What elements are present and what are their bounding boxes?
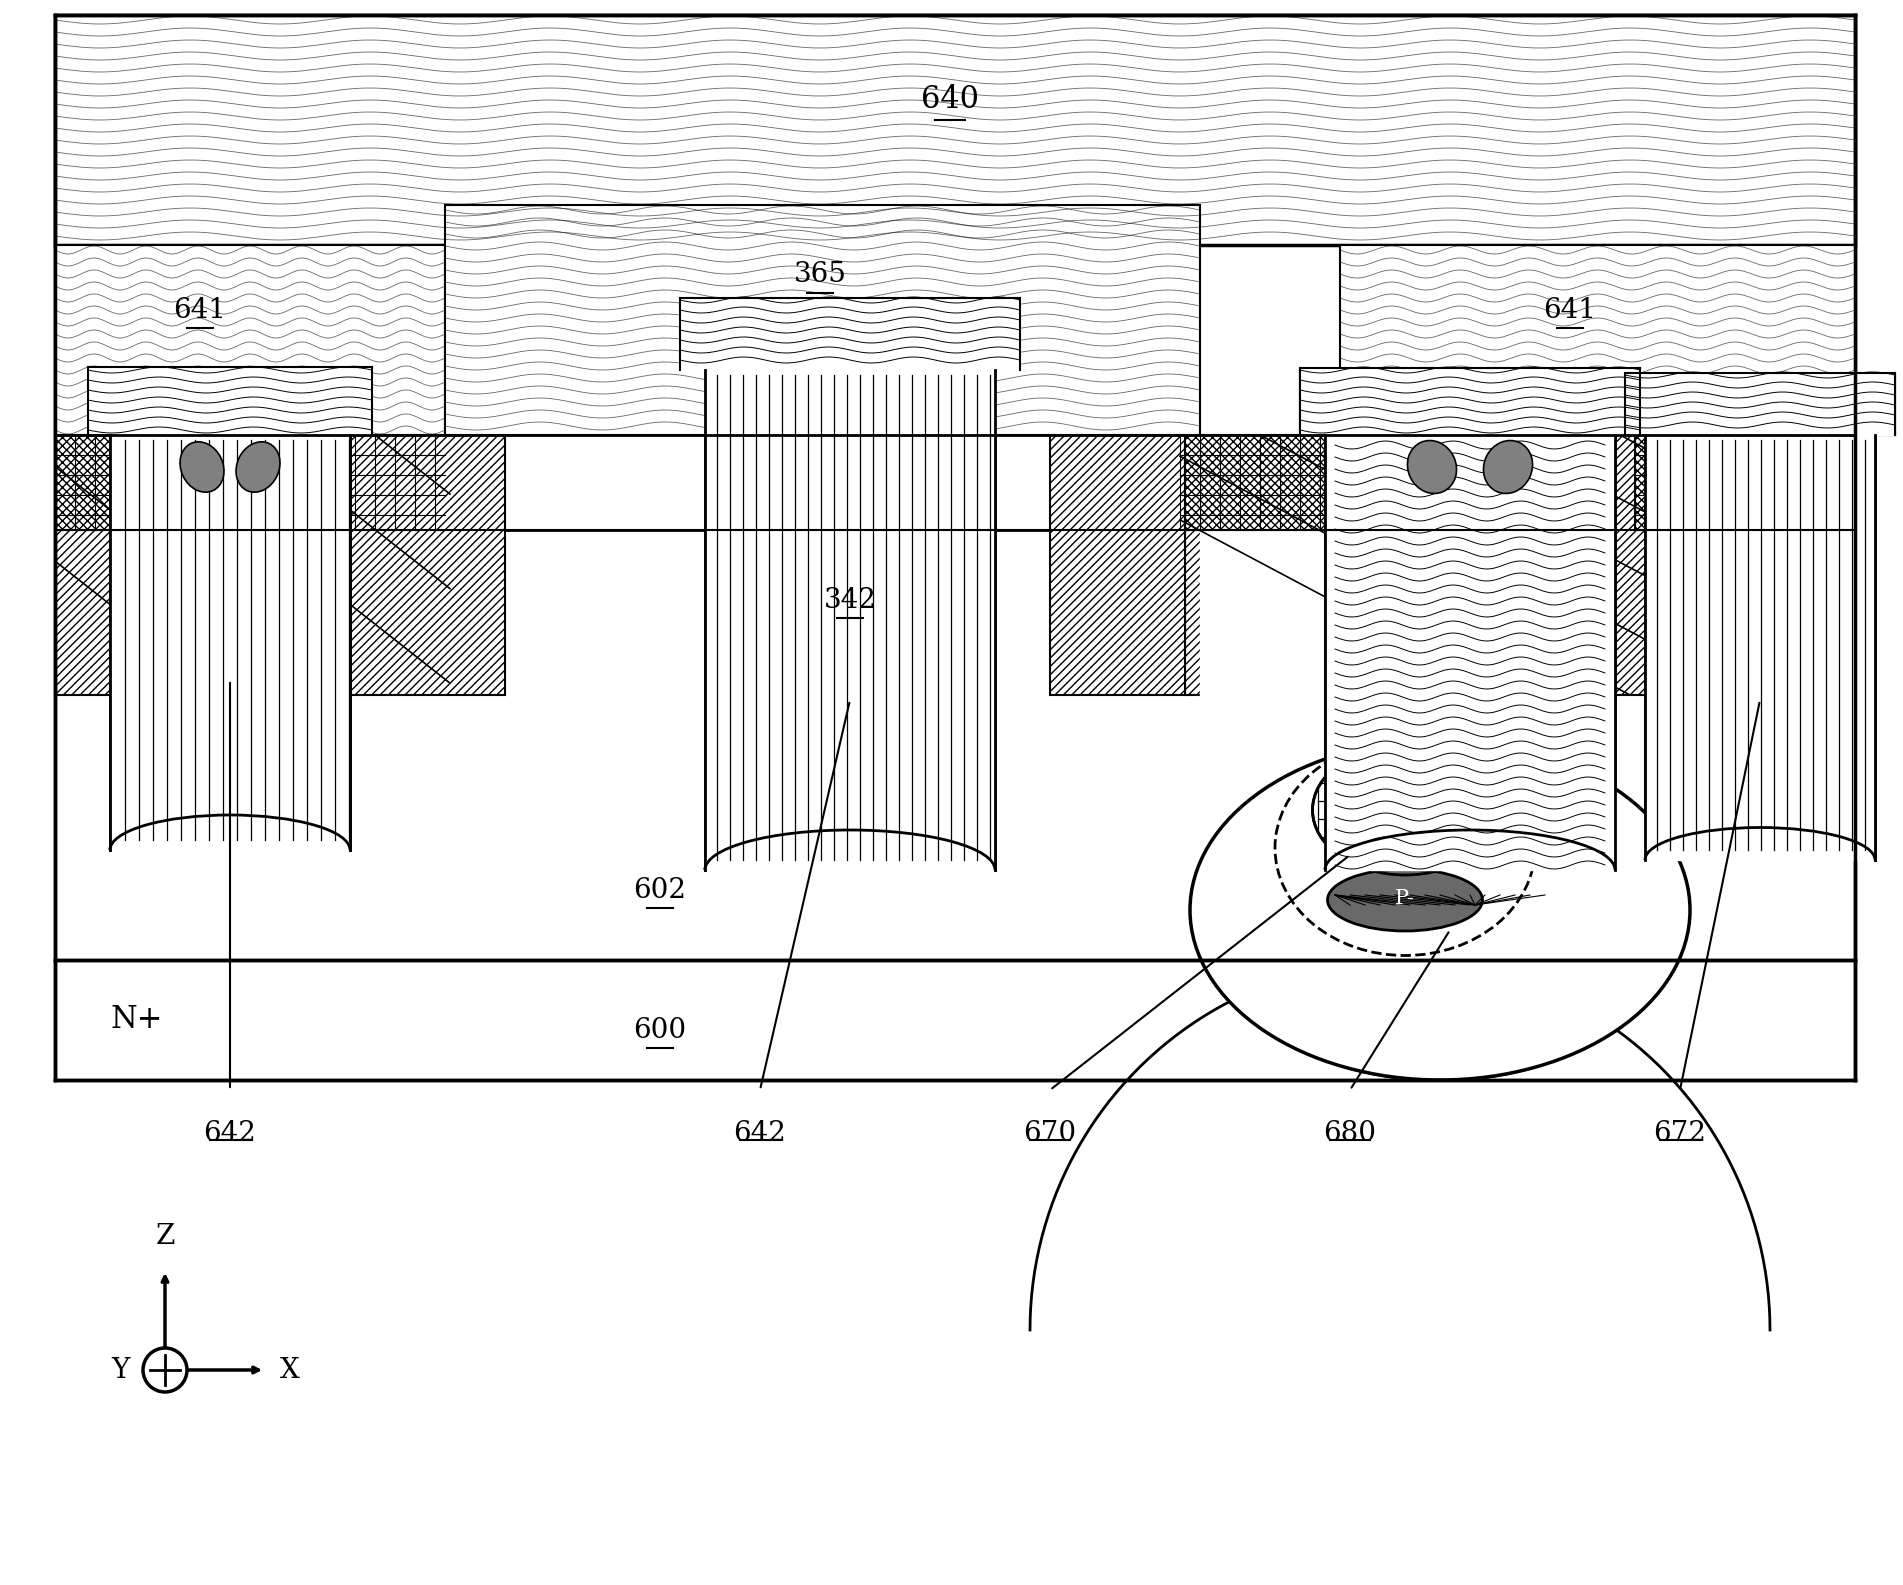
Bar bbox=[55, 14, 1855, 246]
Bar bbox=[126, 450, 335, 835]
Bar bbox=[55, 434, 504, 694]
Bar bbox=[55, 246, 445, 434]
Bar bbox=[1349, 239, 1855, 434]
Ellipse shape bbox=[1484, 441, 1532, 493]
Bar bbox=[55, 434, 276, 529]
Text: 672: 672 bbox=[1654, 1121, 1707, 1148]
Bar bbox=[455, 200, 1189, 434]
Bar bbox=[1349, 239, 1855, 434]
Bar bbox=[455, 200, 1189, 434]
Text: 642: 642 bbox=[204, 1121, 257, 1148]
Bar bbox=[1300, 369, 1640, 434]
Text: 642: 642 bbox=[733, 1121, 786, 1148]
Ellipse shape bbox=[1195, 740, 1684, 1079]
Text: N-: N- bbox=[110, 724, 147, 756]
Text: 640: 640 bbox=[921, 84, 978, 116]
Bar bbox=[1635, 434, 1855, 529]
Ellipse shape bbox=[236, 439, 284, 491]
Bar bbox=[55, 239, 455, 434]
Bar bbox=[89, 369, 369, 434]
Text: 342: 342 bbox=[824, 586, 877, 613]
Ellipse shape bbox=[177, 439, 225, 491]
Ellipse shape bbox=[1410, 437, 1462, 491]
Text: 602: 602 bbox=[634, 877, 687, 903]
Bar bbox=[445, 204, 1201, 434]
Text: 641: 641 bbox=[1543, 296, 1597, 323]
Ellipse shape bbox=[236, 442, 280, 493]
Bar bbox=[1625, 376, 1895, 434]
Text: Z: Z bbox=[156, 1224, 175, 1251]
Bar bbox=[1050, 434, 1186, 694]
Text: 365: 365 bbox=[794, 262, 847, 288]
Bar bbox=[55, 14, 1855, 239]
Text: 641: 641 bbox=[173, 296, 226, 323]
Ellipse shape bbox=[1328, 872, 1473, 927]
Bar bbox=[55, 529, 1855, 961]
Bar bbox=[55, 239, 455, 434]
Bar bbox=[717, 382, 984, 857]
Bar bbox=[679, 300, 1020, 369]
Ellipse shape bbox=[181, 442, 225, 493]
Bar bbox=[1186, 434, 1855, 694]
Ellipse shape bbox=[1328, 869, 1482, 930]
Text: 680: 680 bbox=[1323, 1121, 1376, 1148]
Ellipse shape bbox=[1479, 437, 1530, 491]
Text: P-: P- bbox=[1391, 891, 1410, 910]
Circle shape bbox=[143, 1347, 186, 1392]
Bar bbox=[55, 14, 1855, 239]
Bar bbox=[1658, 447, 1863, 848]
Bar bbox=[55, 961, 1855, 1079]
Ellipse shape bbox=[1189, 740, 1690, 1079]
Ellipse shape bbox=[1408, 441, 1456, 493]
Bar bbox=[1338, 447, 1602, 857]
Ellipse shape bbox=[1313, 745, 1498, 875]
Text: 670: 670 bbox=[1024, 1121, 1077, 1148]
Text: X: X bbox=[280, 1357, 301, 1384]
Text: 600: 600 bbox=[634, 1016, 687, 1043]
Ellipse shape bbox=[1313, 759, 1488, 880]
Text: N-: N- bbox=[1397, 797, 1423, 819]
Bar bbox=[1186, 434, 1404, 529]
Text: N+: N+ bbox=[110, 1005, 162, 1035]
Text: P-: P- bbox=[1395, 889, 1416, 908]
Text: Y: Y bbox=[112, 1357, 129, 1384]
Text: N-: N- bbox=[1387, 807, 1412, 824]
Bar bbox=[1340, 246, 1855, 434]
